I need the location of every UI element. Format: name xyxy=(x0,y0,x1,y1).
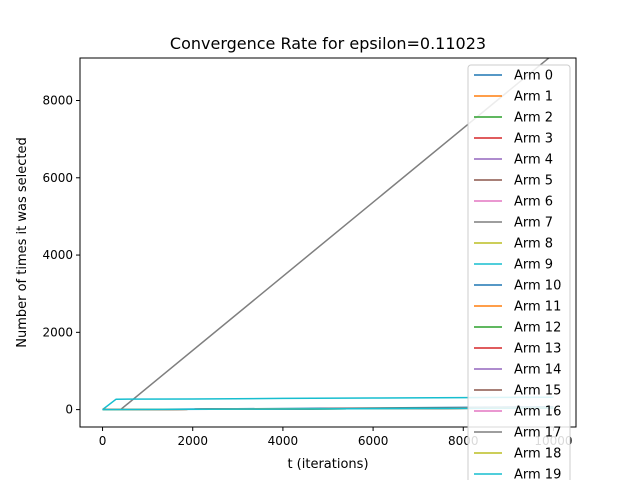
legend-label: Arm 18 xyxy=(514,447,561,462)
legend-label: Arm 3 xyxy=(514,132,553,147)
series-line-arm-9 xyxy=(102,396,554,411)
x-tick-label: 0 xyxy=(99,434,107,448)
legend-label: Arm 6 xyxy=(514,195,553,210)
legend-label: Arm 14 xyxy=(514,363,561,378)
legend-label: Arm 8 xyxy=(514,237,553,252)
legend-label: Arm 0 xyxy=(514,69,553,84)
y-tick-label: 8000 xyxy=(42,94,73,108)
axes-frame xyxy=(79,57,577,428)
x-axis-label: t (iterations) xyxy=(287,457,368,472)
y-tick-label: 0 xyxy=(65,403,73,417)
legend-label: Arm 1 xyxy=(514,90,553,105)
legend-label: Arm 10 xyxy=(514,279,561,294)
legend-label: Arm 15 xyxy=(514,384,561,399)
y-tick-label: 2000 xyxy=(42,325,73,339)
legend-label: Arm 4 xyxy=(514,153,553,168)
x-tick-label: 6000 xyxy=(358,434,389,448)
legend-label: Arm 11 xyxy=(514,300,561,315)
y-axis-label: Number of times it was selected xyxy=(15,137,30,348)
y-axis-ticks: 0 2000 4000 6000 8000 xyxy=(42,94,80,417)
legend: Arm 0 Arm 1 Arm 2 Arm 3 Arm 4 Arm 5 Arm 6 Arm 7… xyxy=(467,64,571,480)
y-tick-label: 4000 xyxy=(42,248,73,262)
legend-label: Arm 5 xyxy=(514,174,553,189)
x-tick-label: 4000 xyxy=(268,434,299,448)
legend-label: Arm 12 xyxy=(514,321,561,336)
legend-label: Arm 7 xyxy=(514,216,553,231)
legend-label: Arm 9 xyxy=(514,258,553,273)
y-tick-label: 6000 xyxy=(42,171,73,185)
x-tick-label: 2000 xyxy=(177,434,208,448)
legend-label: Arm 19 xyxy=(514,468,561,480)
legend-label: Arm 17 xyxy=(514,426,561,441)
legend-label: Arm 2 xyxy=(514,111,553,126)
chart-title: Convergence Rate for epsilon=0.11023 xyxy=(170,34,486,53)
legend-box xyxy=(467,64,571,480)
legend-label: Arm 16 xyxy=(514,405,561,420)
legend-label: Arm 13 xyxy=(514,342,561,357)
